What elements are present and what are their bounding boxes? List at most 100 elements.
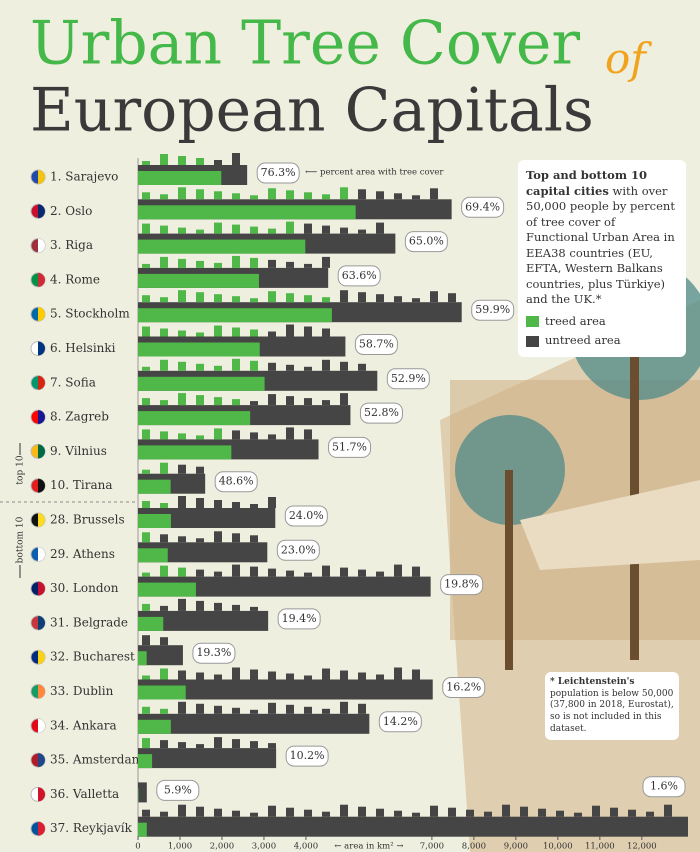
untreed-bar-top — [214, 160, 222, 165]
value-label: 16.2% — [446, 681, 481, 694]
untreed-bar-top — [376, 674, 384, 680]
value-label: 52.9% — [391, 372, 426, 385]
value-label-box — [471, 299, 515, 321]
untreed-bar-top — [430, 805, 438, 817]
treed-bar-top — [214, 325, 222, 337]
treed-bar-top — [232, 358, 240, 371]
treed-bar-top — [142, 572, 150, 577]
treed-bar-top — [160, 400, 168, 406]
untreed-bar-top — [520, 806, 528, 817]
untreed-bar-top — [178, 804, 186, 817]
flag — [38, 375, 45, 390]
treed-bar — [138, 822, 147, 837]
treed-bar — [138, 171, 222, 185]
treed-bar-top — [214, 222, 222, 234]
untreed-bar-top — [304, 366, 312, 371]
value-label: 63.6% — [342, 269, 377, 282]
treed-bar-top — [196, 292, 204, 303]
treed-bar — [138, 239, 306, 254]
value-label-box — [277, 608, 321, 630]
title: Urban Tree Cover — [30, 9, 580, 79]
treed-bar — [138, 376, 265, 391]
value-label: 69.4% — [465, 200, 500, 213]
untreed-bar-top — [232, 430, 240, 440]
x-tick-label: 2,000 — [210, 842, 234, 852]
untreed-bar-top — [448, 293, 456, 303]
untreed-bar-top — [340, 804, 348, 817]
flag — [38, 753, 45, 768]
category-label: 33. Dublin — [50, 684, 114, 698]
treed-bar-top — [160, 431, 168, 440]
untreed-bar-top — [196, 703, 204, 714]
untreed-bar-top — [340, 701, 348, 714]
x-tick-label: 10,000 — [543, 842, 573, 852]
untreed-bar-top — [394, 564, 402, 577]
treed-bar-top — [160, 565, 168, 577]
untreed-bar-top — [304, 706, 312, 714]
untreed-bar — [138, 679, 433, 700]
untreed-bar-top — [160, 605, 168, 611]
untreed-bar-top — [286, 324, 294, 337]
treed-bar-top — [196, 363, 204, 371]
value-label-box — [359, 402, 403, 424]
category-label: 34. Ankara — [50, 718, 117, 732]
treed-bar-top — [322, 297, 330, 303]
untreed-bar-top — [196, 600, 204, 611]
untreed-bar-top — [304, 263, 312, 268]
legend-label: untreed area — [545, 333, 621, 348]
treed-bar-top — [142, 706, 150, 714]
category-label: 32. Bucharest — [50, 650, 135, 664]
untreed-bar-top — [430, 291, 438, 303]
treed-bar-top — [142, 326, 150, 337]
treed-bar-top — [178, 393, 186, 406]
flag — [38, 410, 45, 425]
treed-bar-top — [232, 224, 240, 234]
x-tick-label: 9,000 — [504, 842, 528, 852]
flag — [38, 170, 45, 184]
untreed-bar-top — [160, 740, 168, 749]
value-label-box — [442, 677, 486, 698]
untreed-bar-top — [304, 429, 312, 440]
untreed-bar-top — [394, 193, 402, 200]
untreed-bar-top — [340, 567, 348, 577]
value-label-box — [214, 471, 258, 493]
untreed-bar-top — [304, 675, 312, 680]
treed-bar-top — [304, 295, 312, 303]
treed-bar-top — [214, 397, 222, 406]
flag — [38, 238, 45, 253]
untreed-bar-top — [358, 703, 366, 714]
untreed-bar-top — [178, 536, 186, 543]
untreed-bar-top — [664, 804, 672, 817]
value-label: 10.2% — [290, 749, 325, 762]
flag — [38, 615, 45, 630]
untreed-bar-top — [304, 398, 312, 406]
treed-bar-top — [232, 296, 240, 303]
treed-bar-top — [286, 221, 294, 234]
untreed-bar-top — [160, 637, 168, 646]
treed-bar-top — [178, 227, 186, 234]
category-label: 2. Oslo — [50, 204, 92, 218]
treed-bar — [138, 788, 139, 803]
untreed-bar-top — [214, 705, 222, 714]
untreed-bar-top — [232, 667, 240, 680]
value-label: 19.8% — [444, 578, 479, 591]
untreed-bar-top — [178, 742, 186, 749]
value-label: 19.4% — [282, 612, 317, 625]
treed-bar — [138, 342, 260, 357]
treed-bar-top — [160, 154, 168, 165]
treed-bar-top — [268, 291, 276, 303]
treed-bar-top — [250, 298, 258, 303]
value-label-box — [461, 196, 505, 218]
untreed-bar-top — [394, 810, 402, 817]
untreed-bar-top — [268, 702, 276, 714]
value-label-box — [285, 745, 329, 767]
untreed-bar-top — [286, 673, 294, 680]
note: population is below 50,000 (37,800 in 20… — [550, 688, 674, 734]
flag — [38, 650, 45, 665]
x-tick-label: 8,000 — [462, 842, 486, 852]
flag — [38, 478, 45, 493]
untreed-bar-top — [214, 602, 222, 611]
untreed-bar-top — [232, 564, 240, 577]
treed-bar-top — [214, 262, 222, 268]
untreed-bar-top — [250, 504, 258, 508]
